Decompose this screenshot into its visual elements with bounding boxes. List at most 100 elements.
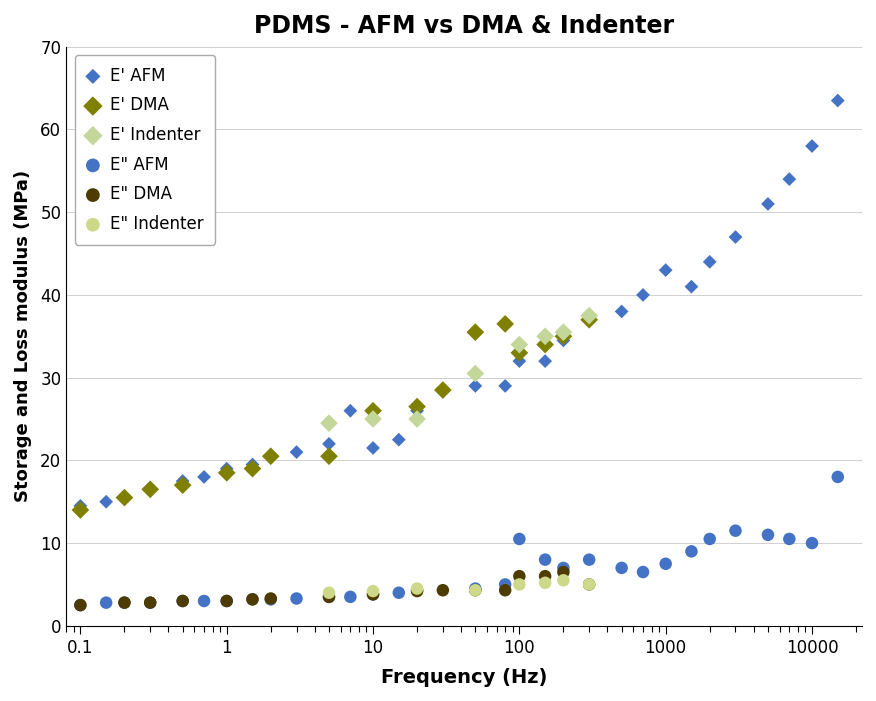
E’ AFM [74, 501, 88, 512]
E’ DMA [583, 314, 597, 325]
E’ Indenter [512, 339, 526, 350]
E’’ DMA [366, 589, 380, 600]
E’ Indenter [556, 327, 570, 338]
E’ DMA [436, 384, 450, 395]
E’’ AFM [538, 554, 552, 565]
E’ AFM [143, 484, 157, 495]
E’ DMA [469, 327, 483, 338]
E’’ DMA [512, 571, 526, 582]
E’’ DMA [410, 585, 424, 597]
E’ DMA [366, 405, 380, 416]
E’’ AFM [729, 525, 743, 536]
E’ Indenter [322, 418, 336, 429]
E’ DMA [498, 318, 512, 329]
E’ AFM [290, 447, 304, 458]
E’’ AFM [659, 558, 673, 569]
E’ AFM [245, 459, 259, 470]
E’’ DMA [322, 591, 336, 602]
E’’ AFM [782, 533, 796, 545]
E’ DMA [74, 505, 88, 516]
E’’ DMA [117, 597, 131, 608]
E’’ AFM [498, 579, 512, 590]
E’’ AFM [615, 562, 629, 573]
E’ AFM [99, 496, 113, 508]
E’’ Indenter [512, 579, 526, 590]
E’’ DMA [264, 593, 278, 604]
E’ AFM [805, 140, 819, 151]
E’’ Indenter [366, 585, 380, 597]
E’’ AFM [556, 562, 570, 573]
E’ AFM [410, 405, 424, 416]
E’ Indenter [469, 368, 483, 379]
E’’ AFM [636, 566, 650, 578]
E’ AFM [729, 231, 743, 243]
E’’ DMA [498, 585, 512, 596]
E’ AFM [830, 95, 844, 106]
Title: PDMS - AFM vs DMA & Indenter: PDMS - AFM vs DMA & Indenter [254, 14, 675, 38]
E’ AFM [761, 198, 775, 210]
E’’ AFM [220, 595, 234, 606]
E’ AFM [659, 264, 673, 275]
E’’ DMA [176, 595, 190, 606]
E’ DMA [264, 451, 278, 462]
E’’ AFM [684, 546, 698, 557]
E’’ AFM [805, 538, 819, 549]
E’’ AFM [176, 595, 190, 606]
E’’ AFM [264, 594, 278, 605]
Y-axis label: Storage and Loss modulus (MPa): Storage and Loss modulus (MPa) [14, 170, 32, 503]
E’ Indenter [583, 310, 597, 321]
E’’ Indenter [583, 579, 597, 590]
E’’ DMA [74, 599, 88, 611]
E’’ AFM [761, 529, 775, 540]
E’ AFM [782, 174, 796, 185]
E’’ AFM [99, 597, 113, 608]
E’ AFM [498, 381, 512, 392]
E’ AFM [583, 314, 597, 325]
E’’ DMA [583, 579, 597, 590]
E’’ AFM [366, 589, 380, 600]
E’’ AFM [143, 597, 157, 608]
E’ AFM [264, 451, 278, 462]
E’’ AFM [245, 594, 259, 605]
E’ DMA [410, 401, 424, 412]
E’ DMA [117, 492, 131, 503]
E’’ Indenter [410, 583, 424, 594]
E’ AFM [512, 355, 526, 367]
E’ AFM [703, 257, 717, 268]
E’ AFM [197, 471, 211, 482]
E’’ Indenter [538, 577, 552, 588]
E’ AFM [392, 434, 406, 445]
E’’ AFM [392, 587, 406, 599]
E’ AFM [220, 463, 234, 475]
E’ AFM [684, 281, 698, 292]
E’ AFM [615, 306, 629, 317]
E’ AFM [366, 442, 380, 454]
E’ AFM [469, 381, 483, 392]
E’’ AFM [290, 593, 304, 604]
E’’ DMA [436, 585, 450, 596]
E’ DMA [143, 484, 157, 495]
E’’ AFM [117, 597, 131, 608]
E’’ DMA [143, 597, 157, 608]
E’’ Indenter [469, 585, 483, 596]
E’’ AFM [830, 471, 844, 482]
E’’ AFM [469, 583, 483, 594]
X-axis label: Frequency (Hz): Frequency (Hz) [381, 668, 548, 687]
E’ AFM [176, 475, 190, 486]
E’ DMA [512, 347, 526, 358]
E’’ DMA [538, 571, 552, 582]
E’’ DMA [556, 566, 570, 578]
E’’ AFM [343, 591, 357, 602]
E’’ AFM [410, 585, 424, 596]
E’’ DMA [469, 585, 483, 596]
E’ AFM [343, 405, 357, 416]
E’ AFM [556, 335, 570, 346]
E’ AFM [117, 492, 131, 503]
E’ DMA [220, 467, 234, 478]
E’ Indenter [410, 414, 424, 425]
E’ AFM [322, 438, 336, 449]
E’’ AFM [583, 554, 597, 565]
E’ DMA [176, 479, 190, 491]
E’’ AFM [703, 533, 717, 545]
E’ DMA [556, 331, 570, 342]
